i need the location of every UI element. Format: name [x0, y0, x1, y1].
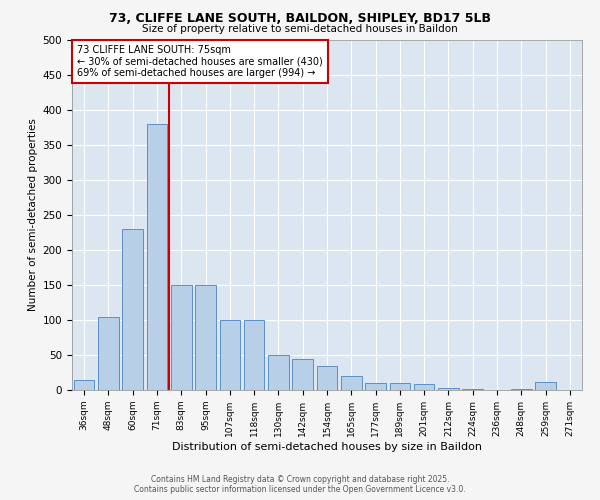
Bar: [438, 388, 459, 390]
Bar: [74, 380, 94, 390]
Text: 73, CLIFFE LANE SOUTH, BAILDON, SHIPLEY, BD17 5LB: 73, CLIFFE LANE SOUTH, BAILDON, SHIPLEY,…: [109, 12, 491, 26]
Bar: [244, 320, 265, 390]
Bar: [98, 316, 119, 390]
Bar: [292, 358, 313, 390]
Bar: [146, 124, 167, 390]
Bar: [220, 320, 240, 390]
Bar: [317, 366, 337, 390]
Bar: [535, 382, 556, 390]
Text: Contains HM Land Registry data © Crown copyright and database right 2025.
Contai: Contains HM Land Registry data © Crown c…: [134, 474, 466, 494]
Bar: [195, 285, 216, 390]
X-axis label: Distribution of semi-detached houses by size in Baildon: Distribution of semi-detached houses by …: [172, 442, 482, 452]
Bar: [365, 383, 386, 390]
Bar: [171, 285, 191, 390]
Bar: [122, 229, 143, 390]
Text: 73 CLIFFE LANE SOUTH: 75sqm
← 30% of semi-detached houses are smaller (430)
69% : 73 CLIFFE LANE SOUTH: 75sqm ← 30% of sem…: [77, 46, 323, 78]
Bar: [268, 355, 289, 390]
Bar: [389, 383, 410, 390]
Text: Size of property relative to semi-detached houses in Baildon: Size of property relative to semi-detach…: [142, 24, 458, 34]
Y-axis label: Number of semi-detached properties: Number of semi-detached properties: [28, 118, 38, 312]
Bar: [341, 376, 362, 390]
Bar: [414, 384, 434, 390]
